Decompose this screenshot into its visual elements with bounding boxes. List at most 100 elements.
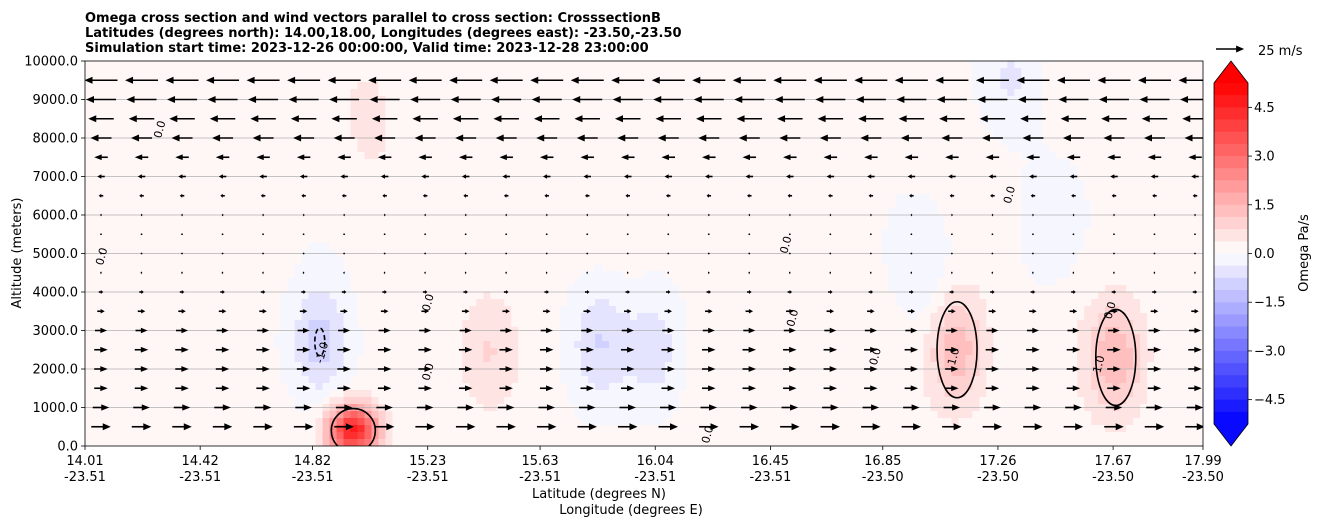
omega-cell [189,397,198,405]
omega-cell [231,271,240,279]
omega-cell [706,229,715,237]
omega-cell [713,271,722,279]
omega-cell [210,103,219,111]
omega-cell [399,89,408,97]
omega-cell [175,131,184,139]
omega-cell [364,236,373,244]
omega-cell [182,131,191,139]
omega-cell [301,285,310,293]
omega-cell [371,243,380,251]
omega-cell [525,292,533,300]
omega-cell [399,110,408,118]
omega-cell [385,138,394,146]
omega-cell [588,82,596,90]
omega-cell [483,334,491,342]
omega-cell [210,131,219,139]
omega-cell [112,61,121,69]
omega-cell [112,201,121,209]
omega-cell [231,166,240,174]
omega-cell [630,229,638,237]
omega-cell [329,243,338,251]
omega-cell [581,110,589,118]
omega-cell [168,285,177,293]
omega-cell [678,411,687,419]
omega-cell [448,194,456,202]
omega-cell [623,334,631,342]
omega-cell [644,278,652,286]
omega-cell [623,159,631,167]
omega-cell [357,425,366,433]
omega-cell [266,313,275,321]
omega-cell [119,411,128,419]
omega-cell [637,355,645,363]
omega-cell [497,194,505,202]
omega-cell [462,243,470,251]
omega-cell [357,411,366,419]
omega-cell [189,236,198,244]
omega-cell [483,103,491,111]
omega-cell [595,376,603,384]
omega-cell [539,334,547,342]
omega-cell [329,278,338,286]
omega-cell [308,68,317,76]
omega-cell [706,68,715,76]
omega-cell [161,187,170,195]
omega-cell [350,243,359,251]
omega-cell [623,306,631,314]
omega-cell [713,320,722,328]
omega-cell [713,222,722,230]
omega-cell [637,285,645,293]
omega-cell [434,208,442,216]
omega-cell [483,432,491,440]
omega-cell [434,299,442,307]
omega-cell [98,334,107,342]
omega-cell [678,278,687,286]
omega-cell [133,425,142,433]
omega-cell [350,138,359,146]
omega-cell [364,159,373,167]
omega-cell [595,208,603,216]
omega-cell [476,439,484,446]
omega-cell [657,229,666,237]
omega-cell [441,82,449,90]
omega-cell [126,425,135,433]
omega-cell [609,152,617,160]
omega-cell [259,334,268,342]
omega-cell [699,299,708,307]
omega-cell [650,383,659,391]
omega-cell [657,334,666,342]
omega-cell [154,334,163,342]
omega-cell [378,439,387,446]
omega-cell [259,369,268,377]
omega-cell [699,82,708,90]
omega-cell [217,103,226,111]
omega-cell [364,418,373,426]
omega-cell [252,299,261,307]
omega-cell [343,334,352,342]
omega-cell [462,159,470,167]
omega-cell [539,271,547,279]
omega-cell [154,194,163,202]
omega-cell [497,278,505,286]
omega-cell [525,264,533,272]
omega-cell [182,124,191,132]
omega-cell [699,285,708,293]
omega-cell [462,320,470,328]
omega-cell [490,285,498,293]
omega-cell [287,411,296,419]
omega-cell [427,117,435,125]
omega-cell [595,348,603,356]
omega-cell [315,159,324,167]
omega-cell [301,82,310,90]
omega-cell [616,292,624,300]
omega-cell [238,117,247,125]
omega-cell [539,236,547,244]
omega-cell [406,110,415,118]
omega-cell [161,257,170,265]
omega-cell [189,411,198,419]
omega-cell [553,243,561,251]
omega-cell [560,383,568,391]
omega-cell [560,243,568,251]
omega-cell [462,271,470,279]
omega-cell [413,166,421,174]
